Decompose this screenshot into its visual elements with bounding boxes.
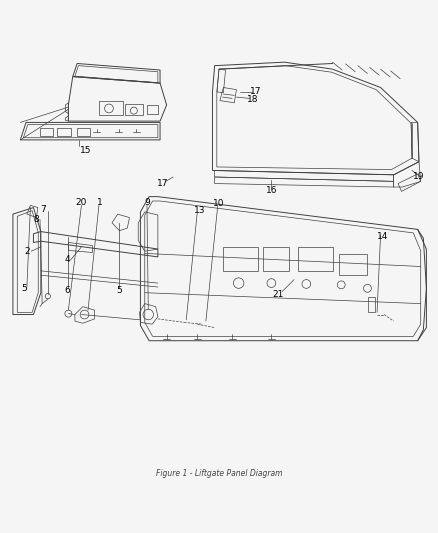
Text: 15: 15 bbox=[80, 146, 92, 155]
Text: 4: 4 bbox=[64, 255, 70, 264]
Text: 17: 17 bbox=[156, 179, 168, 188]
Text: 14: 14 bbox=[377, 232, 389, 241]
Text: 17: 17 bbox=[250, 87, 261, 96]
Text: 5: 5 bbox=[21, 284, 27, 293]
Text: 8: 8 bbox=[34, 215, 39, 224]
Text: 9: 9 bbox=[144, 198, 150, 207]
Text: 13: 13 bbox=[194, 206, 205, 215]
Text: 16: 16 bbox=[265, 187, 277, 196]
Text: 6: 6 bbox=[64, 286, 70, 295]
Text: 1: 1 bbox=[97, 198, 103, 207]
Text: 20: 20 bbox=[76, 198, 87, 207]
Text: Figure 1 - Liftgate Panel Diagram: Figure 1 - Liftgate Panel Diagram bbox=[156, 470, 282, 479]
Text: 18: 18 bbox=[247, 95, 259, 104]
Text: 2: 2 bbox=[24, 247, 30, 256]
Text: 21: 21 bbox=[272, 289, 284, 298]
Text: 7: 7 bbox=[41, 205, 46, 214]
Text: 10: 10 bbox=[213, 199, 225, 208]
Text: 19: 19 bbox=[413, 172, 425, 181]
Text: 5: 5 bbox=[117, 286, 122, 295]
